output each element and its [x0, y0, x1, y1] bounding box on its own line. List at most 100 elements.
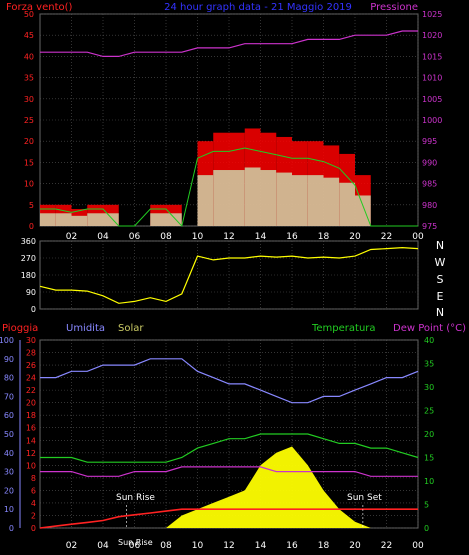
- compass-e: E: [437, 290, 444, 303]
- direction-axis-tick: 180: [21, 271, 36, 280]
- wind-axis-tick: 5: [29, 201, 34, 210]
- wind-low-bar: [307, 175, 324, 226]
- pressure-axis-tick: 985: [422, 180, 437, 189]
- temperature-axis-tick: 5: [424, 501, 429, 510]
- x-tick-bottom: 16: [286, 541, 298, 551]
- x-tick-bottom: 22: [381, 541, 392, 551]
- wind-low-bar: [339, 182, 355, 226]
- temperature-axis-tick: 0: [424, 524, 429, 533]
- humidity-axis-tick: 24: [26, 374, 36, 383]
- pressure-axis-tick: 975: [422, 222, 437, 231]
- temperature-axis-tick: 20: [424, 430, 434, 439]
- left-axis-title-wind: Forza vento(): [6, 2, 73, 13]
- data-series: [39, 30, 419, 529]
- compass-n-bottom: N: [436, 306, 444, 319]
- humidity-axis-tick: 0: [31, 524, 36, 533]
- humidity-axis-tick: 2: [31, 511, 36, 520]
- rain-axis-tick: 100: [0, 336, 14, 345]
- wind-axis-tick: 10: [24, 180, 34, 189]
- wind-axis-tick: 50: [24, 10, 34, 19]
- rain-axis-tick: 10: [4, 505, 14, 514]
- humidity-axis-tick: 28: [26, 349, 36, 358]
- wind-axis-tick: 35: [24, 74, 34, 83]
- x-tick-bottom: 14: [255, 541, 267, 551]
- humidity-axis-tick: 20: [26, 399, 36, 408]
- x-tick-bottom: 00: [412, 541, 424, 551]
- compass-w: W: [435, 256, 446, 269]
- x-tick-bottom: 20: [349, 541, 361, 551]
- pressure-axis-tick: 1025: [422, 10, 442, 19]
- x-tick-top: 14: [255, 232, 267, 242]
- pressure-axis-tick: 1010: [422, 74, 442, 83]
- grid-lines: [19, 13, 419, 529]
- temperature-line: [40, 433, 419, 463]
- x-tick-top: 12: [223, 232, 234, 242]
- wind-low-bar: [323, 177, 340, 226]
- pressure-axis-tick: 1020: [422, 31, 442, 40]
- label-rain: Pioggia: [2, 323, 38, 334]
- rain-axis-tick: 50: [4, 430, 14, 439]
- wind-low-bar: [213, 170, 229, 226]
- rain-axis-tick: 60: [4, 411, 14, 420]
- wind-low-bar: [355, 195, 371, 226]
- tick-labels: 0202040406060808101012121414161618182020…: [0, 10, 442, 551]
- rain-line: [39, 508, 418, 529]
- wind-direction-line: [39, 246, 419, 304]
- rain-axis-tick: 0: [9, 524, 14, 533]
- direction-axis-tick: 270: [21, 254, 36, 263]
- humidity-axis-tick: 10: [26, 461, 36, 470]
- temperature-axis-tick: 40: [424, 336, 434, 345]
- wind-axis-tick: 45: [24, 31, 34, 40]
- wind-low-bar: [150, 213, 166, 226]
- humidity-axis-tick: 18: [26, 411, 36, 420]
- label-solar: Solar: [118, 323, 144, 334]
- dewpoint-line: [40, 466, 418, 477]
- x-tick-top: 16: [286, 232, 298, 242]
- annotation-sunrise: Sun Rise: [116, 493, 155, 503]
- wind-low-bar: [40, 213, 56, 226]
- right-axis-title-pressure: Pressione: [370, 2, 418, 13]
- wind-low-bar: [197, 175, 214, 226]
- x-tick-top: 02: [66, 232, 77, 242]
- wind-average-line: [40, 147, 418, 228]
- wind-low-bar: [229, 170, 245, 226]
- direction-axis-tick: 90: [26, 288, 36, 297]
- rain-axis-tick: 70: [4, 392, 14, 401]
- wind-low-bar: [292, 175, 308, 226]
- pressure-axis-tick: 1015: [422, 52, 442, 61]
- direction-axis-tick: 0: [31, 305, 36, 314]
- pressure-axis-tick: 995: [422, 137, 437, 146]
- label-temperature: Temperatura: [311, 323, 376, 334]
- x-tick-top: 20: [349, 232, 361, 242]
- x-tick-bottom: 12: [223, 541, 234, 551]
- pressure-axis-tick: 980: [422, 201, 437, 210]
- x-tick-bottom: 04: [97, 541, 109, 551]
- humidity-axis-tick: 26: [26, 361, 36, 370]
- humidity-axis-tick: 12: [26, 449, 36, 458]
- compass-labels: N W S E N: [435, 239, 446, 319]
- humidity-axis-tick: 14: [26, 436, 36, 445]
- wind-axis-tick: 20: [24, 137, 34, 146]
- wind-low-bar: [260, 170, 277, 226]
- wind-low-bar: [71, 215, 88, 226]
- x-tick-bottom: 08: [160, 541, 172, 551]
- wind-axis-tick: 15: [24, 158, 34, 167]
- wind-low-bar: [103, 213, 119, 226]
- x-tick-top: 10: [192, 232, 204, 242]
- x-tick-top: 04: [97, 232, 109, 242]
- humidity-axis-tick: 16: [26, 424, 36, 433]
- wind-low-bar: [55, 213, 72, 226]
- wind-axis-tick: 25: [24, 116, 34, 125]
- temperature-axis-tick: 10: [424, 477, 434, 486]
- rain-axis-tick: 30: [4, 468, 14, 477]
- humidity-axis-tick: 30: [26, 336, 36, 345]
- x-tick-bottom: 02: [66, 541, 77, 551]
- pressure-axis-tick: 1005: [422, 95, 442, 104]
- temperature-axis-tick: 30: [424, 383, 434, 392]
- x-tick-top: 06: [129, 232, 141, 242]
- humidity-axis-tick: 22: [26, 386, 36, 395]
- wind-low-bar: [166, 213, 182, 226]
- humidity-axis-tick: 6: [31, 486, 36, 495]
- solar-area: [40, 446, 418, 528]
